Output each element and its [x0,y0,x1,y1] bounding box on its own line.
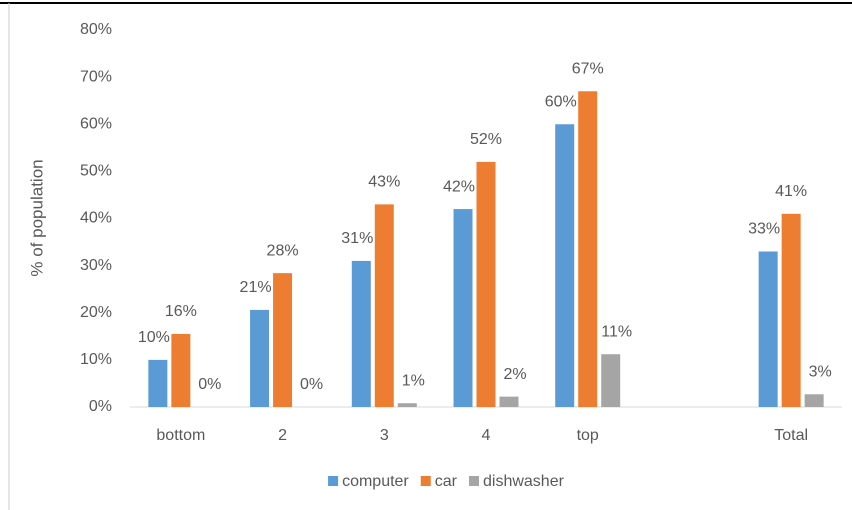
x-tick-label: 2 [278,427,287,444]
data-label: 21% [240,279,272,296]
bar [171,333,191,407]
bar [476,161,496,407]
data-label: 3% [809,363,832,380]
bar [273,273,293,407]
data-label: 0% [300,376,323,393]
data-label: 42% [443,178,475,195]
data-label: 16% [165,303,197,320]
bar [397,403,417,407]
data-label: 1% [402,372,425,389]
bar [758,251,778,407]
y-tick-label: 70% [80,68,112,85]
bar [250,309,270,407]
data-label: 10% [138,329,170,346]
legend-swatch [469,476,479,486]
bar [601,354,621,407]
legend-label: car [435,473,458,490]
legend-label: computer [342,473,409,490]
bar [578,91,598,407]
bar [351,260,371,407]
x-tick-label: bottom [156,427,205,444]
x-tick-label: Total [774,427,808,444]
data-label: 33% [748,221,780,238]
bar [804,394,824,407]
y-tick-label: 60% [80,115,112,132]
y-axis-label: % of population [27,159,46,276]
x-tick-label: 3 [380,427,389,444]
data-label: 31% [341,230,373,247]
y-tick-label: 20% [80,304,112,321]
data-label: 43% [368,174,400,191]
x-tick-label: 4 [482,427,491,444]
data-label: 60% [545,93,577,110]
legend-swatch [328,476,339,486]
y-tick-label: 10% [80,351,112,368]
data-label: 2% [503,366,526,383]
legend-swatch [420,476,431,486]
bar [453,209,473,407]
data-label: 11% [601,323,632,340]
bar [781,213,801,407]
y-tick-label: 30% [80,257,112,274]
legend-label: dishwasher [483,473,565,490]
bar [499,396,519,407]
y-tick-label: 80% [80,21,112,38]
data-label: 41% [775,183,807,200]
data-label: 52% [470,131,502,148]
data-label: 28% [267,242,299,259]
y-tick-label: 0% [89,398,112,415]
y-tick-label: 50% [80,163,112,180]
y-tick-label: 40% [80,210,112,227]
bar [148,359,168,407]
bar [374,204,394,407]
x-tick-label: top [577,427,599,444]
data-label: 0% [198,376,221,393]
data-label: 67% [572,60,604,77]
bar [555,124,575,407]
